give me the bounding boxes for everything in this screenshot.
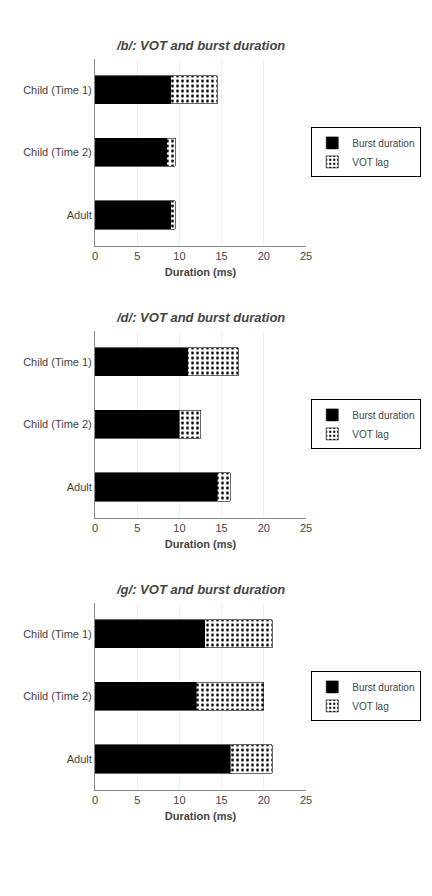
- svg-text:/d/: VOT and burst duration: /d/: VOT and burst duration: [116, 310, 285, 325]
- svg-text:Duration (ms): Duration (ms): [165, 538, 237, 550]
- svg-text:5: 5: [134, 522, 140, 534]
- svg-text:20: 20: [258, 250, 270, 262]
- svg-text:20: 20: [258, 522, 270, 534]
- svg-text:VOT lag: VOT lag: [352, 429, 389, 440]
- svg-text:/g/: VOT and burst duration: /g/: VOT and burst duration: [116, 582, 285, 597]
- svg-text:Burst duration: Burst duration: [352, 410, 414, 421]
- svg-text:VOT lag: VOT lag: [352, 701, 389, 712]
- svg-text:Duration (ms): Duration (ms): [165, 266, 237, 278]
- svg-text:Child (Time 2): Child (Time 2): [23, 146, 92, 158]
- svg-text:Child (Time 2): Child (Time 2): [23, 690, 92, 702]
- svg-text:0: 0: [92, 522, 98, 534]
- svg-text:25: 25: [300, 250, 312, 262]
- svg-text:20: 20: [258, 794, 270, 806]
- svg-text:15: 15: [215, 794, 227, 806]
- svg-text:10: 10: [173, 522, 185, 534]
- svg-text:Child (Time 1): Child (Time 1): [23, 84, 92, 96]
- svg-text:Child (Time 1): Child (Time 1): [23, 628, 92, 640]
- svg-text:Child (Time 2): Child (Time 2): [23, 418, 92, 430]
- svg-text:5: 5: [134, 794, 140, 806]
- svg-text:Duration (ms): Duration (ms): [165, 810, 237, 822]
- svg-text:Burst duration: Burst duration: [352, 138, 414, 149]
- svg-text:0: 0: [92, 794, 98, 806]
- svg-text:10: 10: [173, 250, 185, 262]
- svg-text:15: 15: [215, 250, 227, 262]
- svg-text:25: 25: [300, 522, 312, 534]
- svg-text:0: 0: [92, 250, 98, 262]
- svg-text:Adult: Adult: [67, 481, 92, 493]
- svg-text:Adult: Adult: [67, 753, 92, 765]
- svg-text:15: 15: [215, 522, 227, 534]
- svg-text:Burst duration: Burst duration: [352, 682, 414, 693]
- svg-text:Child (Time 1): Child (Time 1): [23, 356, 92, 368]
- svg-text:10: 10: [173, 794, 185, 806]
- svg-text:5: 5: [134, 250, 140, 262]
- svg-text:VOT lag: VOT lag: [352, 157, 389, 168]
- svg-text:/b/: VOT and burst duration: /b/: VOT and burst duration: [116, 38, 285, 53]
- svg-text:25: 25: [300, 794, 312, 806]
- svg-text:Adult: Adult: [67, 209, 92, 221]
